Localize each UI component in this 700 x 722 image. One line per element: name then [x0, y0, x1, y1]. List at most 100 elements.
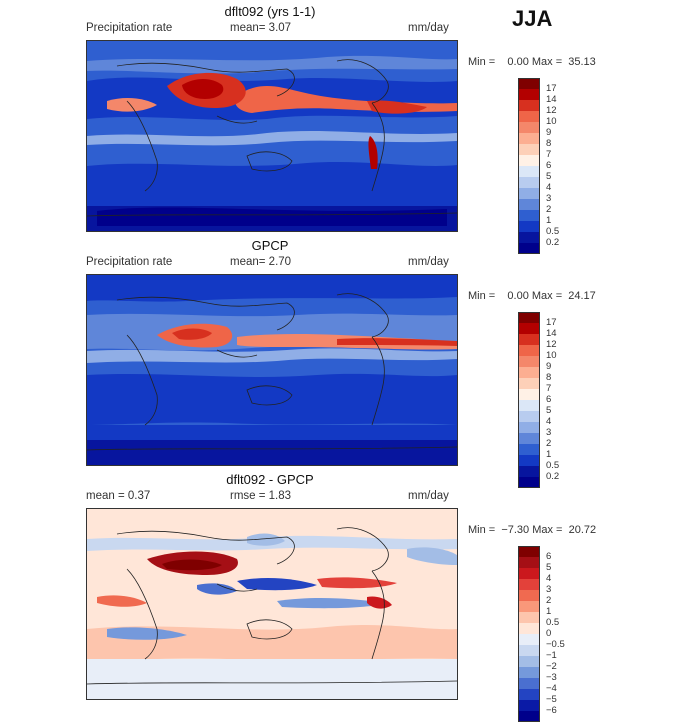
colorbar-swatch [518, 221, 540, 232]
mean-label: mean= 3.07 [230, 22, 292, 34]
colorbar-tick-label: 1 [546, 606, 552, 617]
colorbar-tick-label: 7 [546, 149, 552, 160]
units-label: mm/day [408, 490, 449, 502]
colorbar-swatch [518, 232, 540, 243]
difference-map [86, 508, 458, 700]
colorbar-swatch [518, 601, 540, 612]
colorbar-swatch [518, 100, 540, 111]
colorbar-swatch [518, 656, 540, 667]
map-svg [87, 275, 457, 465]
colorbar-tick-label: −3 [546, 672, 557, 683]
colorbar-swatch [518, 455, 540, 466]
rmse-label: rmse = 1.83 [230, 490, 292, 502]
colorbar-swatch [518, 144, 540, 155]
colorbar-tick-label: 3 [546, 193, 552, 204]
colorbar-tick-label: 2 [546, 204, 552, 215]
colorbar-tick-label: 5 [546, 405, 552, 416]
panel-title: dflt092 (yrs 1-1) [224, 4, 316, 19]
colorbar-swatch [518, 89, 540, 100]
colorbar-swatch [518, 444, 540, 455]
colorbar-swatch [518, 155, 540, 166]
colorbar-swatch [518, 78, 540, 89]
units-label: mm/day [408, 22, 449, 34]
colorbar-swatch [518, 400, 540, 411]
colorbar-swatch [518, 166, 540, 177]
colorbar-swatch [518, 590, 540, 601]
variable-label: Precipitation rate [86, 22, 173, 34]
colorbar-swatch [518, 389, 540, 400]
colorbar-tick-label: 4 [546, 573, 552, 584]
colorbar-swatch [518, 579, 540, 590]
colorbar-tick-label: 0.2 [546, 471, 560, 482]
colorbar-ticks: 17 14 12 10 9 8 7 6 5 4 3 2 1 0.5 0.2 [546, 78, 559, 248]
colorbar-tick-label: −2 [546, 661, 557, 672]
panel-obs: GPCP Precipitation rate mean= 2.70 mm/da… [0, 234, 700, 488]
colorbar-tick-label: 12 [546, 339, 557, 350]
colorbar-tick-label: −4 [546, 683, 557, 694]
colorbar-swatch [518, 689, 540, 700]
colorbar-swatch [518, 199, 540, 210]
colorbar-swatch [518, 678, 540, 689]
colorbar-swatch [518, 634, 540, 645]
colorbar-ticks: 17 14 12 10 9 8 7 6 5 4 3 2 1 0.5 0.2 [546, 312, 560, 482]
colorbar-swatch [518, 623, 540, 634]
colorbar-tick-label: 0.5 [546, 617, 560, 628]
map-svg [87, 41, 457, 231]
colorbar [518, 546, 540, 722]
season-label: JJA [512, 6, 553, 31]
colorbar-swatch [518, 122, 540, 133]
colorbar-swatch [518, 568, 540, 579]
colorbar-swatch [518, 367, 540, 378]
colorbar-swatch [518, 323, 540, 334]
colorbar-tick-label: −0.5 [546, 639, 565, 650]
colorbar-swatch [518, 546, 540, 557]
colorbar-swatch [518, 312, 540, 323]
mean-label: mean = 0.37 [86, 490, 151, 502]
colorbar-tick-label: 12 [546, 105, 557, 116]
colorbar-swatch [518, 378, 540, 389]
colorbar-swatch [518, 557, 540, 568]
colorbar-tick-label: 6 [546, 160, 552, 171]
colorbar-tick-label: −6 [546, 705, 557, 716]
colorbar-swatch [518, 356, 540, 367]
colorbar-swatch [518, 466, 540, 477]
colorbar-tick-label: 0.5 [546, 460, 560, 471]
colorbar-tick-label: 14 [546, 94, 557, 105]
colorbar-tick-label: 0.2 [546, 237, 560, 248]
colorbar-swatch [518, 411, 540, 422]
colorbar-tick-label: 1 [546, 449, 552, 460]
colorbar-tick-label: 10 [546, 350, 557, 361]
colorbar-swatch [518, 667, 540, 678]
colorbar-swatch [518, 133, 540, 144]
colorbar-tick-label: 3 [546, 427, 552, 438]
colorbar-swatch [518, 711, 540, 722]
min-max-label: Min = 0.00 Max = 24.17 [468, 290, 596, 302]
colorbar-tick-label: 2 [546, 595, 552, 606]
colorbar-tick-label: 0 [546, 628, 552, 639]
colorbar-tick-label: 4 [546, 416, 552, 427]
colorbar-swatch [518, 334, 540, 345]
colorbar-swatch [518, 345, 540, 356]
panel-diff: dflt092 - GPCP mean = 0.37 rmse = 1.83 m… [0, 468, 700, 722]
colorbar [518, 78, 540, 254]
colorbar-tick-label: 4 [546, 182, 552, 193]
colorbar-tick-label: 9 [546, 361, 552, 372]
colorbar-tick-label: 8 [546, 138, 552, 149]
panel-model: dflt092 (yrs 1-1) Precipitation rate mea… [0, 0, 700, 254]
colorbar-tick-label: 3 [546, 584, 552, 595]
precip-map [86, 274, 458, 466]
colorbar-tick-label: 5 [546, 562, 552, 573]
map-svg [87, 509, 457, 699]
panel-title: GPCP [251, 238, 289, 253]
colorbar-tick-label: 5 [546, 171, 552, 182]
colorbar-tick-label: 1 [546, 215, 552, 226]
colorbar-swatch [518, 177, 540, 188]
colorbar-tick-label: 6 [546, 394, 552, 405]
colorbar-swatch [518, 111, 540, 122]
colorbar-swatch [518, 433, 540, 444]
colorbar-swatch [518, 422, 540, 433]
colorbar-tick-label: 6 [546, 551, 552, 562]
colorbar-tick-label: 17 [546, 83, 557, 94]
colorbar-tick-label: 8 [546, 372, 552, 383]
colorbar-tick-label: 2 [546, 438, 552, 449]
